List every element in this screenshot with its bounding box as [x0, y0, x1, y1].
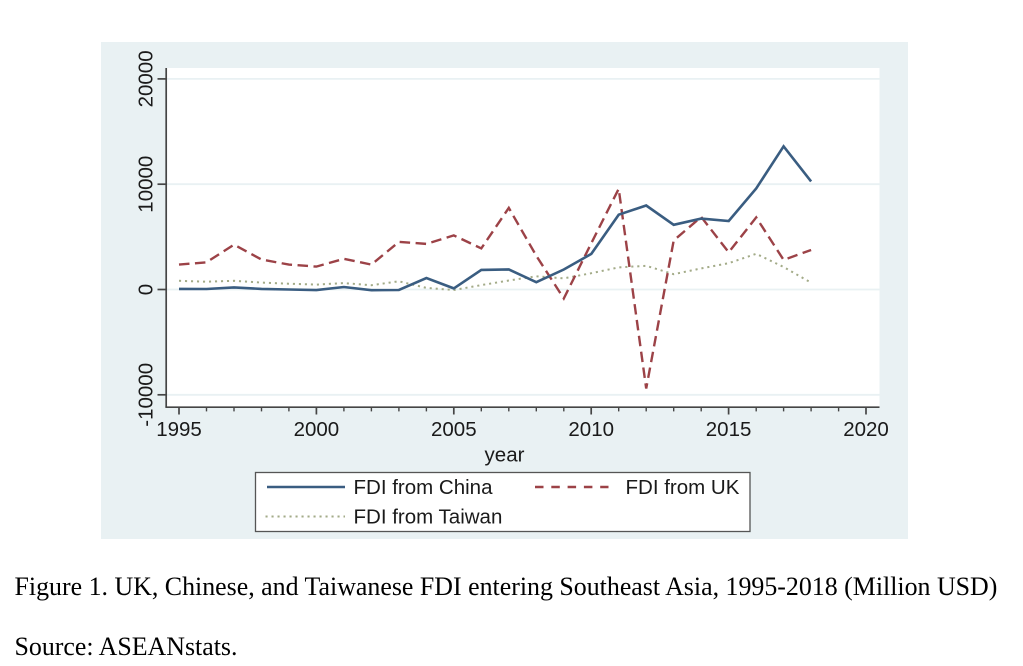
svg-text:0: 0 — [135, 284, 158, 295]
svg-text:FDI from Taiwan: FDI from Taiwan — [354, 506, 503, 529]
svg-text:Figure 1. UK, Chinese, and Tai: Figure 1. UK, Chinese, and Taiwanese FDI… — [15, 572, 998, 601]
svg-text:-10000: -10000 — [135, 363, 158, 427]
svg-text:Source: ASEANstats.: Source: ASEANstats. — [15, 632, 238, 661]
svg-text:FDI from China: FDI from China — [354, 476, 494, 499]
svg-text:2005: 2005 — [431, 418, 477, 441]
svg-text:2000: 2000 — [294, 418, 340, 441]
svg-text:2020: 2020 — [843, 418, 889, 441]
svg-text:10000: 10000 — [135, 156, 158, 213]
svg-text:2010: 2010 — [568, 418, 614, 441]
svg-text:2015: 2015 — [706, 418, 752, 441]
svg-text:20000: 20000 — [135, 50, 158, 107]
svg-text:FDI from UK: FDI from UK — [626, 476, 740, 499]
svg-text:year: year — [485, 444, 525, 467]
svg-text:1995: 1995 — [156, 418, 202, 441]
